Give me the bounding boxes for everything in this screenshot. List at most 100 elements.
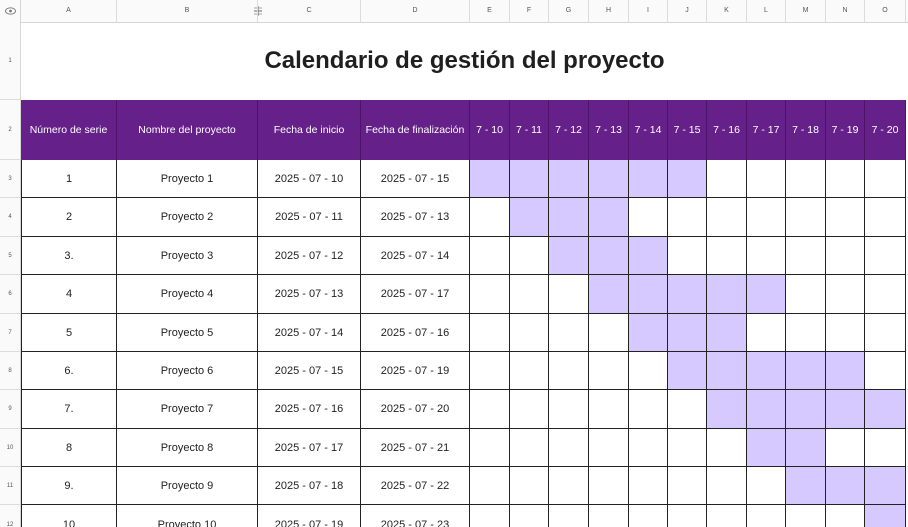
gantt-bar-cell[interactable] (786, 429, 826, 467)
gantt-empty-cell[interactable] (549, 352, 589, 390)
serial-cell[interactable]: 10 (21, 505, 117, 527)
gantt-empty-cell[interactable] (865, 429, 906, 467)
column-header-c[interactable]: C (258, 0, 361, 22)
gantt-bar-cell[interactable] (510, 198, 549, 237)
gantt-empty-cell[interactable] (786, 237, 826, 275)
gantt-bar-cell[interactable] (589, 198, 629, 237)
gantt-bar-cell[interactable] (629, 237, 668, 275)
end-date-cell[interactable]: 2025 - 07 - 14 (361, 237, 470, 275)
gantt-empty-cell[interactable] (629, 429, 668, 467)
row-header-1[interactable]: 1 (0, 22, 21, 100)
gantt-empty-cell[interactable] (629, 467, 668, 505)
column-resize-icon[interactable] (253, 6, 263, 16)
gantt-bar-cell[interactable] (786, 390, 826, 429)
gantt-bar-cell[interactable] (549, 237, 589, 275)
gantt-empty-cell[interactable] (668, 505, 707, 527)
gantt-empty-cell[interactable] (786, 275, 826, 314)
column-header-i[interactable]: I (629, 0, 668, 22)
gantt-empty-cell[interactable] (629, 198, 668, 237)
gantt-empty-cell[interactable] (826, 429, 865, 467)
date-header-cell[interactable]: 7 - 15 (668, 100, 707, 160)
gantt-empty-cell[interactable] (549, 275, 589, 314)
gantt-empty-cell[interactable] (668, 237, 707, 275)
gantt-empty-cell[interactable] (747, 505, 786, 527)
row-header-4[interactable]: 4 (0, 198, 21, 237)
date-header-cell[interactable]: 7 - 16 (707, 100, 747, 160)
start-date-cell[interactable]: 2025 - 07 - 16 (258, 390, 361, 429)
gantt-empty-cell[interactable] (668, 429, 707, 467)
gantt-empty-cell[interactable] (747, 198, 786, 237)
serial-cell[interactable]: 3. (21, 237, 117, 275)
gantt-empty-cell[interactable] (826, 237, 865, 275)
gantt-bar-cell[interactable] (668, 160, 707, 198)
row-header-11[interactable]: 11 (0, 467, 21, 505)
row-header-3[interactable]: 3 (0, 160, 21, 198)
gantt-empty-cell[interactable] (589, 467, 629, 505)
gantt-empty-cell[interactable] (510, 352, 549, 390)
date-header-cell[interactable]: 7 - 19 (826, 100, 865, 160)
gantt-bar-cell[interactable] (629, 314, 668, 352)
gantt-empty-cell[interactable] (707, 198, 747, 237)
start-date-cell[interactable]: 2025 - 07 - 18 (258, 467, 361, 505)
project-name-cell[interactable]: Proyecto 10 (117, 505, 258, 527)
gantt-empty-cell[interactable] (629, 505, 668, 527)
serial-cell[interactable]: 5 (21, 314, 117, 352)
gantt-bar-cell[interactable] (747, 275, 786, 314)
gantt-empty-cell[interactable] (549, 429, 589, 467)
gantt-empty-cell[interactable] (826, 314, 865, 352)
gantt-bar-cell[interactable] (629, 160, 668, 198)
project-name-cell[interactable]: Proyecto 6 (117, 352, 258, 390)
gantt-empty-cell[interactable] (707, 467, 747, 505)
gantt-bar-cell[interactable] (549, 160, 589, 198)
gantt-bar-cell[interactable] (707, 314, 747, 352)
eye-icon[interactable] (0, 0, 21, 22)
gantt-empty-cell[interactable] (786, 314, 826, 352)
gantt-empty-cell[interactable] (865, 237, 906, 275)
gantt-empty-cell[interactable] (786, 198, 826, 237)
project-name-cell[interactable]: Proyecto 5 (117, 314, 258, 352)
column-header-j[interactable]: J (668, 0, 707, 22)
gantt-bar-cell[interactable] (549, 198, 589, 237)
gantt-bar-cell[interactable] (865, 505, 906, 527)
row-header-6[interactable]: 6 (0, 275, 21, 314)
gantt-empty-cell[interactable] (707, 429, 747, 467)
gantt-empty-cell[interactable] (629, 352, 668, 390)
start-date-cell[interactable]: 2025 - 07 - 11 (258, 198, 361, 237)
gantt-empty-cell[interactable] (510, 467, 549, 505)
start-date-cell[interactable]: 2025 - 07 - 13 (258, 275, 361, 314)
gantt-empty-cell[interactable] (747, 467, 786, 505)
gantt-empty-cell[interactable] (549, 390, 589, 429)
date-header-cell[interactable]: 7 - 14 (629, 100, 668, 160)
gantt-empty-cell[interactable] (470, 198, 510, 237)
gantt-empty-cell[interactable] (510, 275, 549, 314)
gantt-empty-cell[interactable] (865, 352, 906, 390)
gantt-empty-cell[interactable] (589, 429, 629, 467)
gantt-bar-cell[interactable] (510, 160, 549, 198)
gantt-bar-cell[interactable] (589, 237, 629, 275)
gantt-empty-cell[interactable] (668, 390, 707, 429)
gantt-bar-cell[interactable] (589, 160, 629, 198)
header-cell[interactable]: Fecha de inicio (258, 100, 361, 160)
project-name-cell[interactable]: Proyecto 3 (117, 237, 258, 275)
date-header-cell[interactable]: 7 - 17 (747, 100, 786, 160)
gantt-empty-cell[interactable] (470, 352, 510, 390)
end-date-cell[interactable]: 2025 - 07 - 17 (361, 275, 470, 314)
date-header-cell[interactable]: 7 - 13 (589, 100, 629, 160)
row-header-12[interactable]: 12 (0, 505, 21, 527)
header-cell[interactable]: Fecha de finalización (361, 100, 470, 160)
row-header-2[interactable]: 2 (0, 100, 21, 160)
gantt-empty-cell[interactable] (589, 314, 629, 352)
gantt-empty-cell[interactable] (589, 352, 629, 390)
column-header-n[interactable]: N (826, 0, 865, 22)
serial-cell[interactable]: 7. (21, 390, 117, 429)
gantt-bar-cell[interactable] (865, 390, 906, 429)
date-header-cell[interactable]: 7 - 11 (510, 100, 549, 160)
serial-cell[interactable]: 4 (21, 275, 117, 314)
project-name-cell[interactable]: Proyecto 2 (117, 198, 258, 237)
date-header-cell[interactable]: 7 - 18 (786, 100, 826, 160)
start-date-cell[interactable]: 2025 - 07 - 10 (258, 160, 361, 198)
column-header-e[interactable]: E (470, 0, 510, 22)
row-header-9[interactable]: 9 (0, 390, 21, 429)
end-date-cell[interactable]: 2025 - 07 - 21 (361, 429, 470, 467)
gantt-empty-cell[interactable] (510, 237, 549, 275)
